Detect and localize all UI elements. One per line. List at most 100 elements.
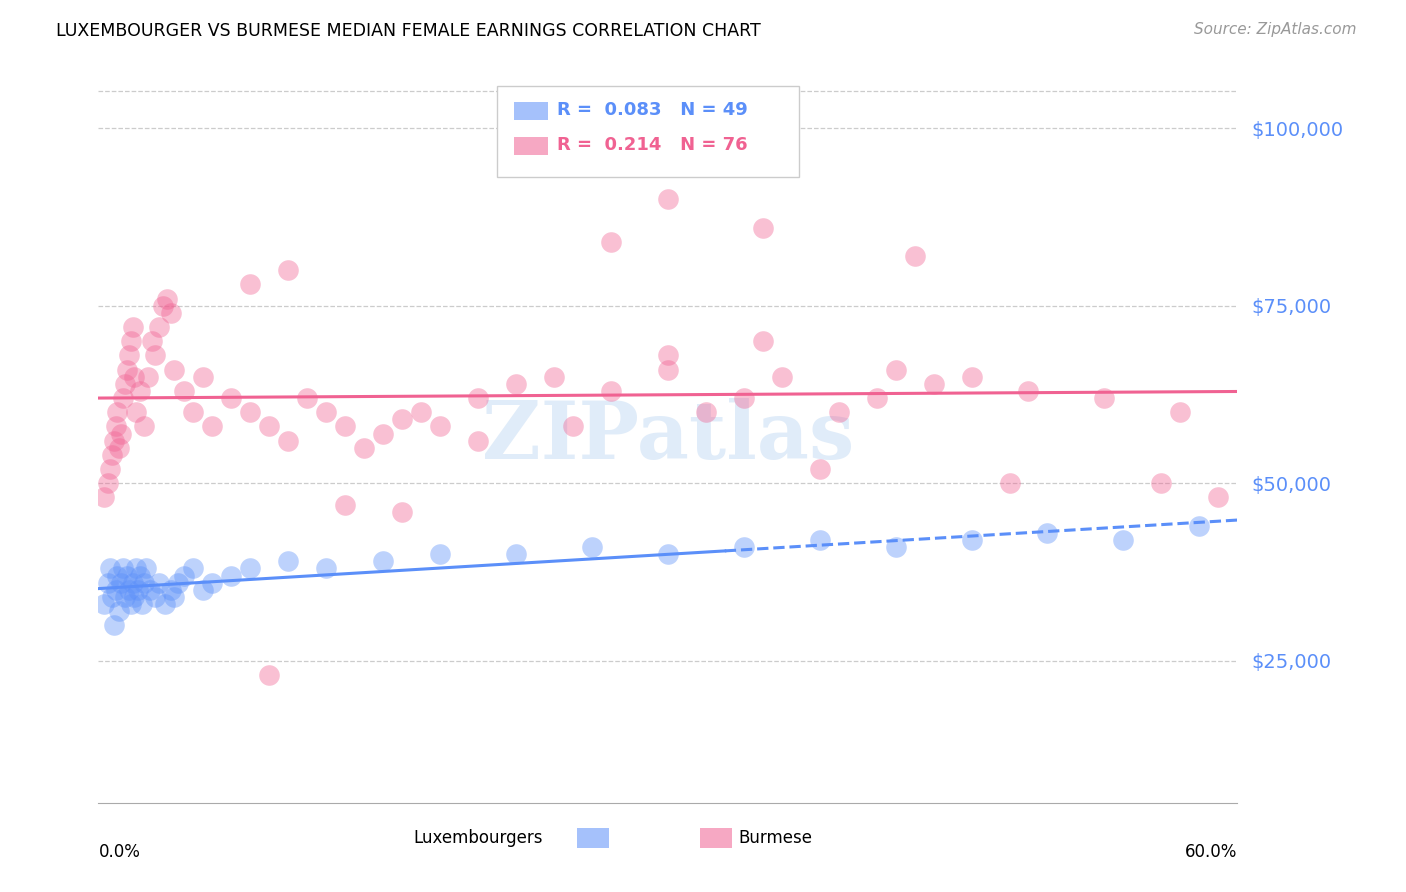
Point: [159, 306, 181, 320]
Point: [100, 448, 122, 462]
Point: [97, 476, 120, 491]
Point: [353, 441, 375, 455]
FancyBboxPatch shape: [498, 86, 799, 178]
Point: [239, 561, 262, 575]
Point: [152, 299, 174, 313]
Point: [335, 498, 357, 512]
Point: [125, 561, 148, 575]
Bar: [515, 137, 548, 155]
Point: [1188, 519, 1211, 533]
Point: [148, 320, 170, 334]
Point: [107, 405, 129, 419]
Point: [884, 362, 907, 376]
Point: [93, 597, 115, 611]
Point: [752, 334, 775, 349]
Text: R =  0.083   N = 49: R = 0.083 N = 49: [557, 101, 748, 120]
Text: 0.0%: 0.0%: [98, 843, 141, 861]
Point: [201, 575, 224, 590]
Point: [808, 462, 831, 476]
Point: [98, 462, 121, 476]
Point: [163, 362, 186, 376]
Point: [221, 568, 243, 582]
Point: [135, 561, 157, 575]
Point: [145, 590, 167, 604]
Bar: [700, 828, 731, 848]
Point: [998, 476, 1021, 491]
Point: [173, 384, 195, 398]
Point: [110, 426, 132, 441]
Point: [114, 376, 136, 391]
Point: [505, 547, 527, 561]
Point: [429, 547, 451, 561]
Point: [752, 220, 775, 235]
Point: [183, 561, 205, 575]
Point: [115, 568, 138, 582]
Point: [770, 369, 793, 384]
Point: [259, 419, 281, 434]
Point: [183, 405, 205, 419]
Point: [297, 391, 319, 405]
Bar: [576, 828, 609, 848]
Point: [371, 554, 394, 568]
Point: [1170, 405, 1192, 419]
Point: [97, 575, 120, 590]
Point: [239, 405, 262, 419]
Point: [429, 419, 451, 434]
Point: [221, 391, 243, 405]
Point: [132, 575, 155, 590]
Point: [960, 369, 983, 384]
Point: [98, 561, 121, 575]
Text: R =  0.214   N = 76: R = 0.214 N = 76: [557, 136, 748, 154]
Point: [600, 235, 623, 249]
Text: Luxembourgers: Luxembourgers: [413, 829, 543, 847]
Point: [156, 292, 179, 306]
Bar: [515, 102, 548, 120]
Point: [277, 263, 299, 277]
Point: [120, 334, 142, 349]
Point: [124, 369, 146, 384]
Text: LUXEMBOURGER VS BURMESE MEDIAN FEMALE EARNINGS CORRELATION CHART: LUXEMBOURGER VS BURMESE MEDIAN FEMALE EA…: [56, 22, 761, 40]
Point: [1036, 525, 1059, 540]
Point: [93, 491, 115, 505]
Point: [277, 554, 299, 568]
Point: [120, 597, 142, 611]
Point: [904, 249, 927, 263]
Point: [808, 533, 831, 547]
Point: [125, 405, 148, 419]
Text: ZIPatlas: ZIPatlas: [482, 398, 853, 476]
Point: [110, 575, 132, 590]
Point: [115, 362, 138, 376]
Point: [132, 419, 155, 434]
Point: [108, 441, 131, 455]
Point: [239, 277, 262, 292]
Point: [129, 384, 152, 398]
Point: [391, 412, 413, 426]
Point: [695, 405, 717, 419]
Point: [733, 540, 755, 554]
Point: [108, 604, 131, 618]
Point: [1018, 384, 1040, 398]
Point: [112, 561, 135, 575]
Point: [145, 348, 167, 362]
Point: [505, 376, 527, 391]
Point: [657, 362, 679, 376]
Point: [121, 320, 143, 334]
Point: [562, 419, 585, 434]
Point: [127, 582, 149, 597]
Point: [103, 434, 125, 448]
Point: [191, 369, 214, 384]
Point: [884, 540, 907, 554]
Point: [141, 334, 163, 349]
Point: [136, 369, 159, 384]
Point: [543, 369, 565, 384]
Point: [657, 547, 679, 561]
Point: [467, 391, 489, 405]
Point: [600, 384, 623, 398]
Point: [315, 561, 337, 575]
Point: [1208, 491, 1230, 505]
Point: [259, 668, 281, 682]
Point: [103, 618, 125, 632]
Point: [411, 405, 433, 419]
Point: [148, 575, 170, 590]
Point: [922, 376, 945, 391]
